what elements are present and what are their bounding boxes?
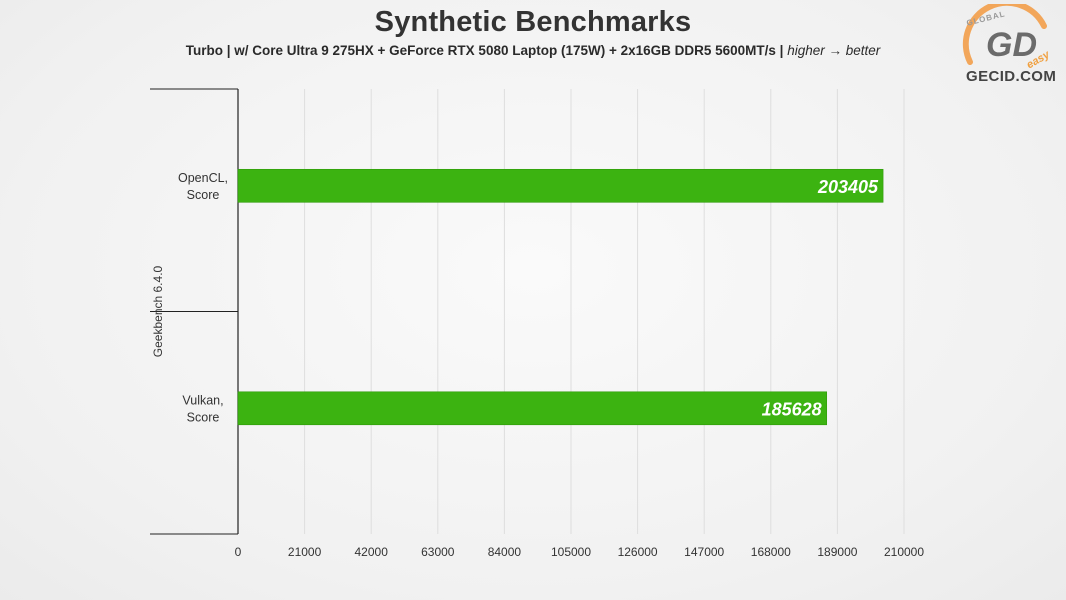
x-tick-label: 84000: [488, 545, 522, 559]
logo-mark: GD: [986, 26, 1037, 64]
data-label: 185628: [762, 399, 822, 419]
category-label: Vulkan, Score: [182, 393, 223, 424]
x-tick-label: 210000: [884, 545, 924, 559]
bar: [237, 168, 884, 203]
chart-subtitle: Turbo | w/ Core Ultra 9 275HX + GeForce …: [0, 43, 1066, 58]
subtitle-config: Turbo | w/ Core Ultra 9 275HX + GeForce …: [185, 43, 784, 58]
group-label: Geekbench 6.4.0: [151, 265, 165, 357]
x-tick-label: 42000: [355, 545, 389, 559]
bars: [237, 168, 884, 426]
chart-title: Synthetic Benchmarks: [374, 6, 692, 38]
category-label-line: Score: [187, 410, 220, 424]
category-label: OpenCL, Score: [178, 171, 228, 202]
x-tick-label: 147000: [684, 545, 724, 559]
x-tick-label: 63000: [421, 545, 455, 559]
bar: [237, 391, 828, 426]
x-tick-label: 126000: [618, 545, 658, 559]
category-label-line: Score: [187, 188, 220, 202]
logo-site-text: GECID.COM: [966, 68, 1057, 85]
category-label-line: Vulkan,: [182, 393, 223, 407]
x-tick-label: 0: [235, 545, 242, 559]
axes: [150, 88, 239, 535]
gecid-logo: GLOBAL GD easy GECID.COM: [952, 4, 1064, 86]
subtitle-note: higher → better: [787, 43, 881, 58]
x-tick-label: 21000: [288, 545, 322, 559]
grid-lines: [304, 89, 905, 534]
data-label: 203405: [817, 177, 879, 197]
labels: 0 21000 42000 63000 84000 105000 126000 147000 1…: [151, 171, 924, 559]
x-tick-label: 168000: [751, 545, 791, 559]
x-tick-label: 105000: [551, 545, 591, 559]
x-tick-label: 189000: [817, 545, 857, 559]
category-label-line: OpenCL,: [178, 171, 228, 185]
logo-ring-icon: [962, 4, 1047, 65]
